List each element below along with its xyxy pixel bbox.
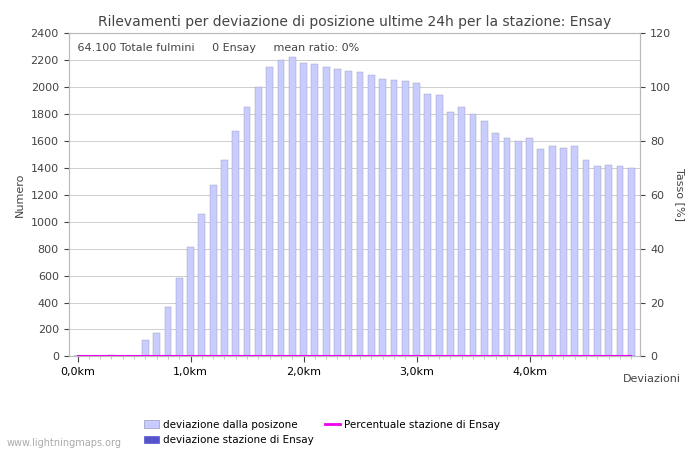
Legend: deviazione dalla posizone, deviazione stazione di Ensay, Percentuale stazione di: deviazione dalla posizone, deviazione st… — [144, 419, 500, 445]
Y-axis label: Tasso [%]: Tasso [%] — [675, 168, 685, 221]
Bar — [266, 67, 273, 356]
Bar — [289, 57, 295, 356]
Bar — [435, 95, 442, 356]
Bar — [312, 64, 318, 356]
X-axis label: Deviazioni: Deviazioni — [623, 374, 680, 384]
Title: Rilevamenti per deviazione di posizione ultime 24h per la stazione: Ensay: Rilevamenti per deviazione di posizione … — [98, 15, 611, 29]
Bar — [199, 214, 205, 356]
Bar — [255, 87, 262, 356]
Bar — [458, 107, 465, 356]
Bar — [538, 149, 544, 356]
Bar — [413, 83, 420, 356]
Bar — [187, 247, 194, 356]
Bar — [503, 138, 510, 356]
Bar — [176, 278, 183, 356]
Bar — [606, 165, 612, 356]
Bar — [232, 131, 239, 356]
Bar — [357, 72, 363, 356]
Bar — [345, 71, 352, 356]
Bar — [221, 160, 228, 356]
Bar — [391, 80, 398, 356]
Bar — [628, 168, 635, 356]
Bar — [560, 148, 567, 356]
Bar — [153, 333, 160, 356]
Bar — [594, 166, 601, 356]
Bar — [210, 185, 216, 356]
Bar — [379, 79, 386, 356]
Bar — [571, 146, 578, 356]
Bar — [108, 355, 115, 356]
Bar — [278, 60, 284, 356]
Bar — [142, 340, 149, 356]
Bar — [244, 107, 251, 356]
Bar — [526, 138, 533, 356]
Bar — [492, 133, 499, 356]
Bar — [402, 81, 409, 356]
Text: www.lightningmaps.org: www.lightningmaps.org — [7, 438, 122, 448]
Bar — [447, 112, 454, 356]
Bar — [514, 141, 522, 356]
Bar — [470, 114, 477, 356]
Bar — [582, 160, 589, 356]
Bar — [617, 166, 623, 356]
Bar — [164, 307, 172, 356]
Bar — [481, 121, 488, 356]
Bar — [368, 75, 374, 356]
Bar — [300, 63, 307, 356]
Bar — [323, 67, 330, 356]
Bar — [549, 146, 556, 356]
Text: 64.100 Totale fulmini     0 Ensay     mean ratio: 0%: 64.100 Totale fulmini 0 Ensay mean ratio… — [74, 43, 360, 53]
Y-axis label: Numero: Numero — [15, 172, 25, 217]
Bar — [424, 94, 431, 356]
Bar — [334, 69, 341, 356]
